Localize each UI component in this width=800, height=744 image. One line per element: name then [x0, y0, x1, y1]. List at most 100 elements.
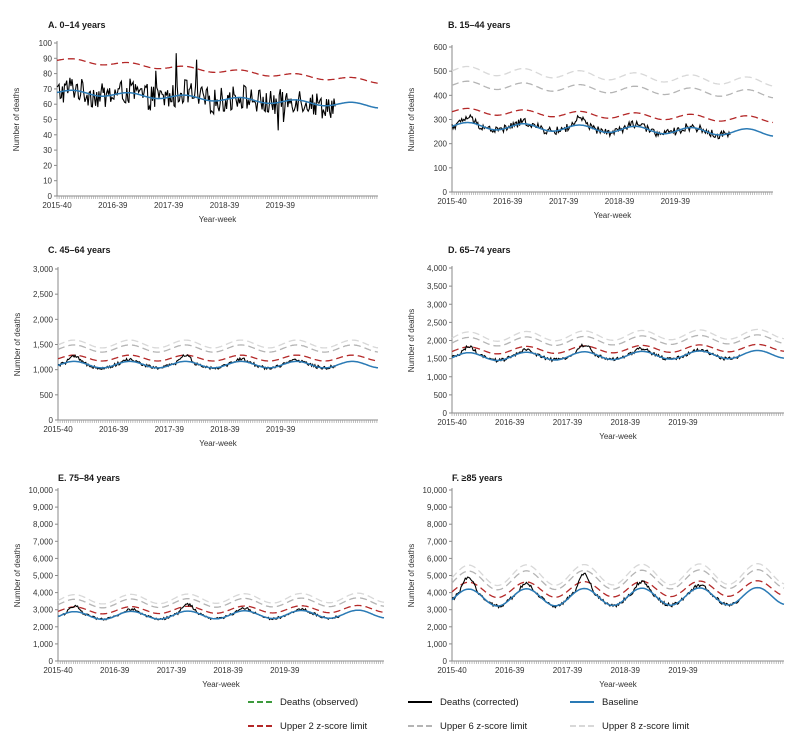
x-tick-label: 2019-39	[270, 666, 300, 675]
y-tick-label: 1,500	[33, 341, 54, 350]
y-tick-label: 1,000	[33, 640, 54, 649]
y-tick-label: 50	[43, 116, 52, 125]
y-axis-title: Number of deaths	[12, 88, 21, 152]
week-ticks	[57, 661, 384, 664]
y-tick-label: 10,000	[29, 486, 54, 495]
legend-item-baseline: Baseline	[570, 694, 638, 710]
y-axis-title: Number of deaths	[13, 544, 22, 608]
series-upper-2-z	[451, 107, 774, 124]
legend-swatch-corrected	[408, 701, 432, 703]
y-tick-label: 80	[43, 70, 52, 79]
legend-swatch-z8	[570, 725, 594, 727]
x-axis-title: Year-week	[594, 211, 633, 220]
chart-panel-1: B. 15–44 years 0 100 200 300 400 500 600 2015-40…	[407, 20, 774, 220]
y-tick-label: 10	[43, 177, 52, 186]
x-tick-label: 2016-39	[99, 425, 129, 434]
x-tick-label: 2015-40	[43, 425, 73, 434]
y-tick-label: 90	[43, 54, 52, 63]
x-tick-label: 2017-39	[157, 666, 187, 675]
series-baseline	[57, 609, 385, 621]
y-tick-label: 3,000	[33, 606, 54, 615]
y-tick-label: 4,000	[427, 589, 448, 598]
week-ticks	[451, 413, 784, 416]
x-tick-label: 2016-39	[98, 201, 128, 210]
y-tick-label: 1,000	[33, 366, 54, 375]
y-tick-label: 0	[443, 188, 448, 197]
y-tick-label: 3,000	[427, 606, 448, 615]
panel-title: B. 15–44 years	[448, 20, 511, 30]
y-tick-label: 2,500	[427, 318, 448, 327]
panel-title: F. ≥85 years	[452, 473, 502, 483]
x-tick-label: 2019-39	[668, 418, 698, 427]
week-ticks	[451, 192, 773, 195]
x-axis-title: Year-week	[199, 439, 238, 448]
y-tick-label: 8,000	[427, 520, 448, 529]
y-axis-title: Number of deaths	[13, 313, 22, 377]
x-axis-title: Year-week	[599, 680, 638, 689]
series-upper-2-z	[56, 58, 379, 84]
y-tick-label: 600	[434, 43, 448, 52]
panel-title: E. 75–84 years	[58, 473, 120, 483]
y-tick-label: 4,000	[33, 589, 54, 598]
series-upper-2-z	[451, 580, 785, 599]
legend-swatch-baseline	[570, 701, 594, 703]
y-tick-label: 100	[39, 39, 53, 48]
series-corrected	[57, 602, 341, 621]
legend: Deaths (observed) Deaths (corrected) Bas…	[0, 688, 800, 744]
series-upper-8-z	[451, 563, 785, 587]
series-upper-6-z	[451, 80, 774, 99]
legend-item-z8: Upper 8 z-score limit	[570, 718, 689, 734]
series-upper-6-z	[451, 334, 785, 347]
x-tick-label: 2017-39	[553, 666, 583, 675]
y-tick-label: 9,000	[427, 503, 448, 512]
y-tick-label: 4,000	[427, 264, 448, 273]
x-tick-label: 2016-39	[493, 197, 523, 206]
y-tick-label: 1,000	[427, 640, 448, 649]
x-axis-title: Year-week	[199, 215, 238, 224]
series-upper-6-z	[451, 569, 785, 591]
y-tick-label: 1,000	[427, 373, 448, 382]
series-upper-6-z	[57, 597, 385, 609]
series-upper-8-z	[57, 592, 385, 605]
series-upper-2-z	[57, 604, 385, 615]
x-tick-label: 2018-39	[611, 666, 641, 675]
x-tick-label: 2015-40	[437, 418, 467, 427]
series-corrected	[451, 572, 741, 609]
x-axis-title: Year-week	[599, 432, 638, 441]
y-tick-label: 5,000	[33, 572, 54, 581]
chart-panel-3: D. 65–74 years 0 500 1,000 1,500 2,000 2,500 3,…	[407, 245, 785, 441]
y-tick-label: 2,000	[33, 623, 54, 632]
y-tick-label: 0	[48, 192, 53, 201]
legend-label-z8: Upper 8 z-score limit	[602, 720, 690, 732]
series-baseline	[451, 586, 785, 607]
chart-panel-4: E. 75–84 years 0 1,000 2,000 3,000 4,000 5,000…	[13, 473, 385, 689]
y-tick-label: 3,000	[33, 265, 54, 274]
chart-panel-5: F. ≥85 years 0 1,000 2,000 3,000 4,000 5,000 6,…	[407, 473, 785, 689]
chart-panel-2: C. 45–64 years 0 500 1,000 1,500 2,000 2,500 3,…	[13, 245, 379, 448]
y-tick-label: 2,000	[427, 623, 448, 632]
y-tick-label: 8,000	[33, 520, 54, 529]
y-axis-title: Number of deaths	[407, 309, 416, 373]
x-tick-label: 2015-40	[437, 666, 467, 675]
x-tick-label: 2015-40	[42, 201, 72, 210]
x-axis-title: Year-week	[202, 680, 241, 689]
y-tick-label: 0	[49, 416, 54, 425]
legend-label-z2: Upper 2 z-score limit	[280, 720, 368, 732]
y-tick-label: 7,000	[33, 537, 54, 546]
series-baseline	[451, 121, 774, 137]
series-baseline	[57, 360, 379, 369]
y-tick-label: 2,000	[33, 315, 54, 324]
series-upper-2-z	[57, 354, 379, 362]
legend-label-corrected: Deaths (corrected)	[440, 696, 519, 708]
legend-item-observed: Deaths (observed)	[248, 694, 358, 710]
x-tick-label: 2018-39	[605, 197, 635, 206]
x-tick-label: 2016-39	[100, 666, 130, 675]
series-upper-6-z	[57, 344, 379, 353]
series-baseline	[451, 349, 785, 362]
panel-title: C. 45–64 years	[48, 245, 111, 255]
y-tick-label: 500	[434, 391, 448, 400]
x-tick-label: 2018-39	[210, 425, 240, 434]
y-tick-label: 0	[49, 657, 54, 666]
y-tick-label: 0	[443, 409, 448, 418]
